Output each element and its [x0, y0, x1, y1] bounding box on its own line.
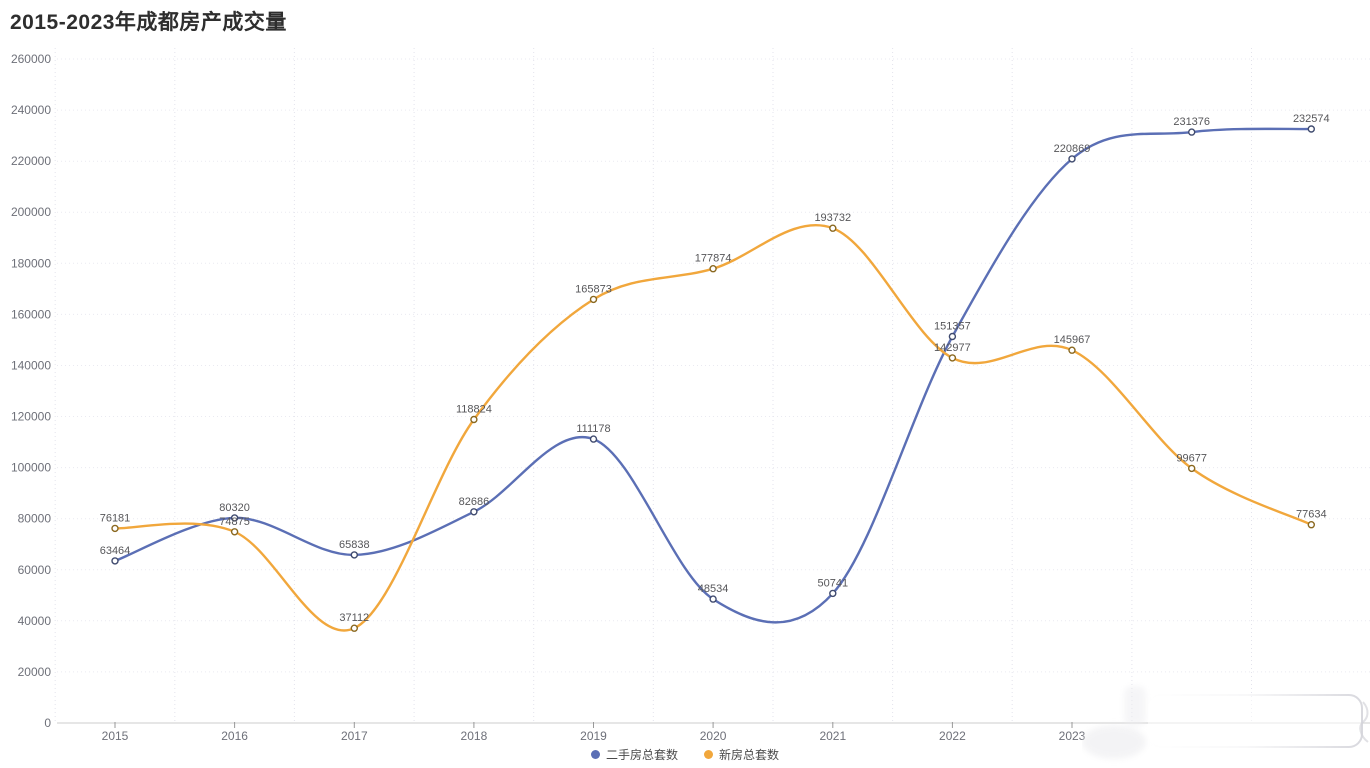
- x-axis-label: 2017: [341, 729, 368, 743]
- data-point-label: 50741: [818, 577, 849, 589]
- legend: 二手房总套数 新房总套数: [0, 746, 1370, 763]
- y-axis-label: 100000: [11, 461, 51, 475]
- data-point[interactable]: [948, 332, 957, 341]
- data-point[interactable]: [1187, 464, 1196, 473]
- y-axis-label: 60000: [18, 563, 52, 577]
- data-point[interactable]: [470, 508, 478, 516]
- x-axis-label: 2023: [1059, 729, 1086, 743]
- data-point-label: 63464: [100, 545, 131, 557]
- data-point-label: 193732: [814, 212, 851, 224]
- series-line: [113, 127, 1313, 624]
- data-point[interactable]: [230, 528, 239, 536]
- data-point-label: 220869: [1054, 143, 1091, 155]
- data-point-label: 82686: [459, 496, 490, 508]
- y-axis-label: 120000: [11, 410, 51, 424]
- data-point-label: 37112: [339, 612, 369, 624]
- data-point[interactable]: [1307, 521, 1316, 529]
- data-point-label: 177874: [695, 253, 732, 265]
- y-axis-label: 40000: [18, 614, 52, 628]
- data-point-label: 231376: [1173, 116, 1210, 128]
- y-axis-label: 260000: [11, 52, 51, 66]
- data-point-label: 48534: [698, 583, 729, 595]
- data-point[interactable]: [709, 265, 717, 273]
- data-point[interactable]: [829, 224, 837, 232]
- data-point[interactable]: [111, 557, 119, 565]
- data-point-label: 165873: [575, 283, 612, 295]
- data-point-label: 99677: [1176, 452, 1207, 464]
- data-point-label: 77634: [1296, 509, 1327, 521]
- data-point[interactable]: [230, 514, 239, 522]
- y-axis-label: 200000: [11, 205, 51, 219]
- x-axis-label: 2020: [700, 729, 727, 743]
- y-axis-label: 180000: [11, 256, 51, 270]
- data-point-label: 232574: [1293, 113, 1330, 125]
- x-axis-label: 2018: [461, 729, 488, 743]
- data-point-label: 151357: [934, 321, 971, 333]
- legend-marker-secondhand-icon: [590, 750, 600, 759]
- data-point[interactable]: [111, 524, 119, 533]
- data-point-label: 111178: [576, 423, 610, 435]
- data-point[interactable]: [1187, 128, 1196, 136]
- series-line: [113, 224, 1313, 632]
- data-point[interactable]: [829, 589, 837, 598]
- data-point-label: 80320: [219, 502, 250, 514]
- data-point[interactable]: [1068, 346, 1076, 354]
- x-axis-label: 2022: [939, 729, 966, 743]
- legend-marker-newhome-icon: [704, 750, 713, 759]
- y-axis-label: 20000: [18, 665, 52, 679]
- data-point[interactable]: [1307, 125, 1316, 133]
- data-point[interactable]: [470, 415, 478, 424]
- data-point[interactable]: [589, 435, 598, 443]
- y-axis-label: 220000: [11, 154, 51, 168]
- x-axis-label: 2019: [580, 729, 607, 743]
- data-point[interactable]: [709, 595, 717, 603]
- data-point-label: 145967: [1054, 334, 1091, 346]
- data-point[interactable]: [350, 551, 358, 559]
- data-point-label: 76181: [100, 512, 131, 524]
- legend-label-newhome: 新房总套数: [719, 748, 780, 762]
- data-point[interactable]: [350, 624, 358, 632]
- y-axis-label: 0: [44, 716, 51, 730]
- x-axis-label: 2015: [102, 729, 129, 743]
- data-point-label: 142977: [934, 342, 971, 354]
- y-axis-label: 160000: [11, 307, 51, 321]
- x-axis-label: 2021: [819, 729, 846, 743]
- data-point[interactable]: [1068, 155, 1076, 163]
- data-point[interactable]: [948, 354, 957, 362]
- legend-label-secondhand: 二手房总套数: [605, 748, 678, 762]
- data-point[interactable]: [589, 295, 598, 304]
- y-axis-label: 240000: [11, 103, 51, 117]
- legend-item-newhome-total[interactable]: 新房总套数: [704, 746, 779, 763]
- data-point-label: 118824: [456, 404, 492, 416]
- data-point-label: 74875: [219, 516, 250, 528]
- y-axis-label: 140000: [11, 359, 51, 373]
- y-axis-label: 80000: [18, 512, 52, 526]
- legend-item-secondhand-total[interactable]: 二手房总套数: [590, 746, 678, 763]
- x-axis-label: 2016: [221, 729, 248, 743]
- chart-title: 2015-2023年成都房产成交量: [10, 11, 287, 34]
- data-point-label: 65838: [339, 539, 370, 551]
